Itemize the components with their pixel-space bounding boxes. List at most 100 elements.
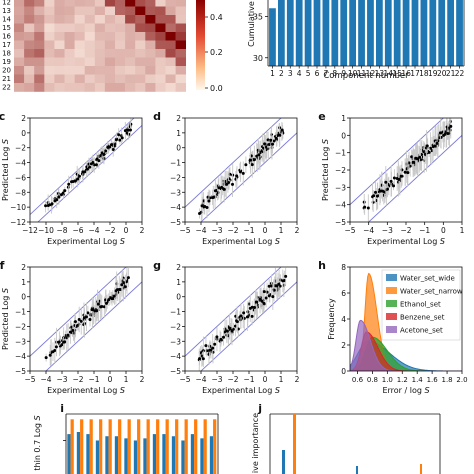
bar-series-1	[152, 434, 157, 474]
data-point	[271, 142, 275, 146]
data-point	[57, 195, 61, 199]
heatmap-cell	[54, 6, 65, 16]
heatmap-cell	[115, 57, 126, 67]
heatmap-cell	[24, 66, 35, 75]
heatmap-cell	[44, 83, 55, 92]
bar-series-2	[165, 419, 169, 474]
data-point	[73, 323, 77, 327]
heatmap-cell	[94, 32, 106, 41]
heatmap-cell	[165, 15, 176, 24]
heatmap-cell	[104, 32, 116, 41]
heatmap-cell	[104, 83, 116, 92]
bar-series-1	[162, 434, 166, 474]
bar-series-2	[118, 419, 122, 474]
xtick-label: 1.8	[441, 376, 452, 384]
data-point	[255, 300, 259, 304]
heatmap-cell	[84, 66, 96, 75]
heatmap-cell	[54, 74, 65, 84]
cumulative-bar	[277, 0, 285, 66]
ytick-label: −6	[15, 173, 26, 182]
heatmap-cell	[74, 74, 85, 84]
xtick-label: −2	[227, 375, 238, 384]
data-point	[225, 182, 229, 186]
heatmap-cell	[14, 15, 25, 24]
ytick-label: 6	[341, 289, 346, 298]
heatmap-cell	[54, 66, 65, 75]
xtick-label: −10	[38, 226, 54, 235]
heatmap-cell	[145, 66, 156, 75]
xtick-label: 2	[295, 226, 300, 235]
xtick-label: −1	[88, 375, 99, 384]
data-point	[108, 145, 112, 149]
heatmap-cell	[74, 32, 85, 41]
data-point	[208, 348, 212, 352]
data-point	[272, 139, 276, 143]
heatmap-cell	[165, 49, 176, 58]
cumulative-xtick-label: 1	[270, 69, 275, 78]
heatmap-cell	[24, 32, 35, 41]
bar-series-2	[99, 419, 103, 474]
ytick-label: −4	[15, 159, 26, 168]
heatmap-cell	[125, 15, 136, 24]
data-point	[431, 145, 435, 149]
data-point	[242, 311, 246, 315]
heatmap-cell	[155, 15, 166, 24]
heatmap-cell	[84, 32, 96, 41]
heatmap-cell	[54, 32, 65, 41]
panel-frame	[29, 266, 143, 372]
heatmap-cell	[54, 23, 65, 33]
heatmap-cell	[84, 40, 96, 50]
heatmap-cell	[125, 6, 136, 16]
data-point	[244, 163, 248, 167]
xtick-label: −8	[56, 226, 67, 235]
data-point	[46, 203, 50, 207]
data-point	[280, 128, 284, 132]
heatmap-cell	[115, 40, 126, 50]
bar-series-1	[143, 438, 147, 474]
xlabel: Experimental Log S	[202, 237, 280, 246]
data-point	[414, 156, 418, 160]
data-point	[65, 336, 69, 340]
heatmap-cell	[44, 40, 55, 50]
cumulative-xlabel: Component number	[323, 71, 409, 81]
heatmap-cell	[145, 23, 156, 33]
heatmap-cell	[115, 83, 126, 92]
heatmap-cell	[44, 74, 55, 84]
data-point	[246, 315, 250, 319]
data-point	[408, 164, 412, 168]
data-point	[252, 158, 256, 162]
data-point	[382, 190, 386, 194]
panel-letter: f	[0, 259, 5, 272]
heatmap-cell	[135, 83, 146, 92]
ytick-label: 1	[176, 129, 181, 138]
data-point	[442, 133, 446, 137]
bar-series-2	[80, 419, 84, 474]
legend-label: Water_set_wide	[400, 275, 455, 283]
heatmap-cell	[74, 66, 85, 75]
heatmap-cell	[24, 40, 35, 50]
heatmap-cell	[64, 74, 75, 84]
heatmap-cell	[84, 57, 96, 67]
ytick-label: −3	[170, 188, 181, 197]
xtick-label: −5	[179, 226, 190, 235]
heatmap-cell	[155, 0, 166, 7]
data-point	[67, 182, 71, 186]
xtick-label: 1	[279, 375, 284, 384]
data-point	[217, 186, 221, 190]
heatmap-cell	[34, 83, 45, 92]
parity-band-line	[185, 118, 282, 208]
heatmap-cell	[94, 40, 106, 50]
heatmap-cell	[94, 74, 106, 84]
heatmap-cell	[34, 15, 45, 24]
heatmap-row-label: 13	[2, 7, 11, 15]
heatmap-cell	[115, 49, 126, 58]
heatmap-cell	[175, 57, 186, 67]
data-point	[54, 345, 58, 349]
heatmap-cell	[175, 74, 186, 84]
data-point	[274, 136, 278, 140]
heatmap-cell	[145, 83, 156, 92]
heatmap-cell	[115, 32, 126, 41]
legend-swatch	[386, 287, 397, 294]
bar-series-2	[108, 419, 112, 474]
cumulative-xtick-label: 2	[279, 69, 284, 78]
